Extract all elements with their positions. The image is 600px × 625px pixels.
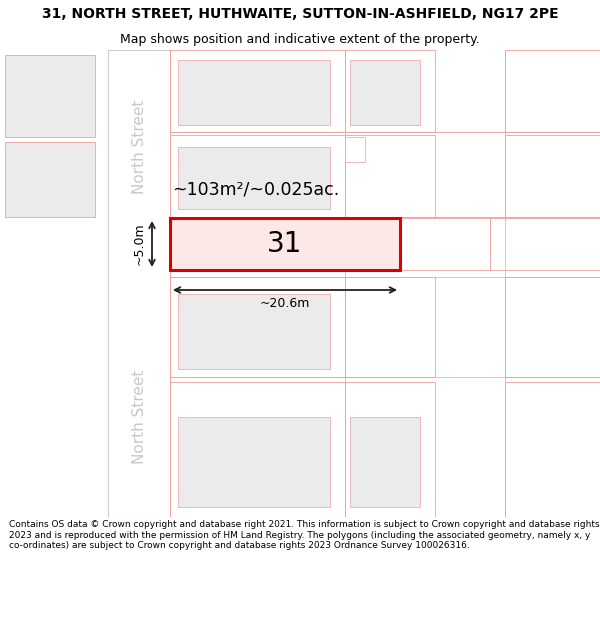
Bar (505, 50, 600, 132)
Bar (505, 382, 600, 517)
Text: ~103m²/~0.025ac.: ~103m²/~0.025ac. (172, 181, 339, 199)
Text: North Street: North Street (131, 370, 146, 464)
Bar (170, 277, 345, 377)
Text: Map shows position and indicative extent of the property.: Map shows position and indicative extent… (120, 32, 480, 46)
Text: North Street: North Street (131, 100, 146, 194)
Text: 31, NORTH STREET, HUTHWAITE, SUTTON-IN-ASHFIELD, NG17 2PE: 31, NORTH STREET, HUTHWAITE, SUTTON-IN-A… (41, 7, 559, 21)
Bar (345, 135, 435, 217)
Bar (170, 135, 345, 217)
Bar (345, 277, 435, 377)
Bar (178, 60, 330, 125)
Bar (350, 417, 420, 507)
Bar (345, 50, 435, 132)
Bar (345, 137, 365, 162)
Text: ~20.6m: ~20.6m (260, 298, 310, 311)
Bar (345, 382, 435, 517)
Bar (178, 147, 330, 209)
Bar (170, 50, 345, 132)
Bar (400, 218, 490, 270)
Bar (170, 382, 345, 517)
Bar (108, 50, 170, 517)
Text: 31: 31 (268, 230, 302, 258)
Text: Contains OS data © Crown copyright and database right 2021. This information is : Contains OS data © Crown copyright and d… (9, 520, 599, 550)
Bar (170, 218, 400, 270)
Bar (5, 142, 95, 217)
Bar (5, 55, 95, 137)
Bar (505, 135, 600, 217)
Bar (178, 294, 330, 369)
Bar (490, 218, 600, 270)
Text: ~5.0m: ~5.0m (133, 222, 146, 265)
Bar (505, 277, 600, 377)
Bar (178, 417, 330, 507)
Bar (350, 60, 420, 125)
